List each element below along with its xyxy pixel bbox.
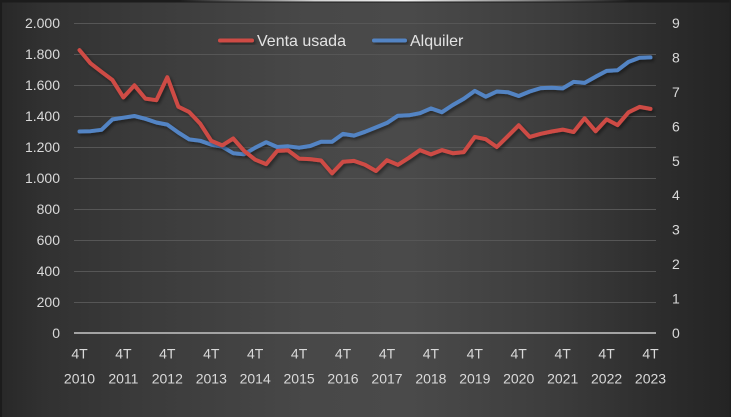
svg-text:9: 9 [672, 15, 680, 31]
svg-text:1.800: 1.800 [25, 46, 60, 62]
svg-text:2010: 2010 [64, 371, 95, 387]
svg-text:2011: 2011 [108, 371, 138, 387]
svg-text:Alquiler: Alquiler [410, 33, 464, 50]
svg-text:2017: 2017 [371, 371, 402, 387]
svg-text:Venta usada: Venta usada [257, 33, 346, 50]
svg-text:2: 2 [672, 256, 680, 272]
svg-text:2013: 2013 [196, 371, 227, 387]
svg-text:1.600: 1.600 [25, 77, 60, 93]
svg-text:800: 800 [37, 201, 61, 217]
svg-text:4T: 4T [467, 346, 484, 362]
svg-text:2.000: 2.000 [25, 15, 60, 31]
svg-text:5: 5 [672, 153, 680, 169]
svg-text:2020: 2020 [503, 371, 534, 387]
svg-text:400: 400 [37, 263, 61, 279]
svg-text:2018: 2018 [415, 371, 446, 387]
svg-text:4T: 4T [291, 346, 308, 362]
svg-text:8: 8 [672, 49, 680, 65]
svg-text:4T: 4T [598, 346, 615, 362]
svg-text:4T: 4T [71, 346, 88, 362]
svg-text:4T: 4T [203, 346, 220, 362]
svg-text:4T: 4T [423, 346, 440, 362]
svg-text:0: 0 [672, 325, 680, 341]
svg-text:2014: 2014 [240, 371, 271, 387]
svg-text:6: 6 [672, 118, 680, 134]
svg-text:4T: 4T [159, 346, 176, 362]
svg-text:0: 0 [52, 325, 60, 341]
svg-text:4T: 4T [379, 346, 396, 362]
svg-text:7: 7 [672, 84, 680, 100]
svg-text:600: 600 [37, 232, 61, 248]
svg-text:1.400: 1.400 [25, 108, 60, 124]
svg-text:2016: 2016 [327, 371, 358, 387]
svg-text:2012: 2012 [152, 371, 183, 387]
svg-text:2015: 2015 [284, 371, 315, 387]
svg-text:4T: 4T [335, 346, 352, 362]
svg-text:4T: 4T [115, 346, 132, 362]
svg-text:2019: 2019 [459, 371, 490, 387]
svg-text:2021: 2021 [547, 371, 578, 387]
svg-text:4T: 4T [555, 346, 572, 362]
svg-text:1: 1 [672, 291, 680, 307]
svg-text:3: 3 [672, 222, 680, 238]
svg-text:4T: 4T [247, 346, 264, 362]
svg-text:4: 4 [672, 187, 680, 203]
svg-text:4T: 4T [642, 346, 659, 362]
svg-text:4T: 4T [511, 346, 528, 362]
svg-text:1.000: 1.000 [25, 170, 60, 186]
svg-text:2023: 2023 [635, 371, 666, 387]
svg-text:2022: 2022 [591, 371, 622, 387]
svg-text:200: 200 [37, 294, 61, 310]
svg-text:1.200: 1.200 [25, 139, 60, 155]
